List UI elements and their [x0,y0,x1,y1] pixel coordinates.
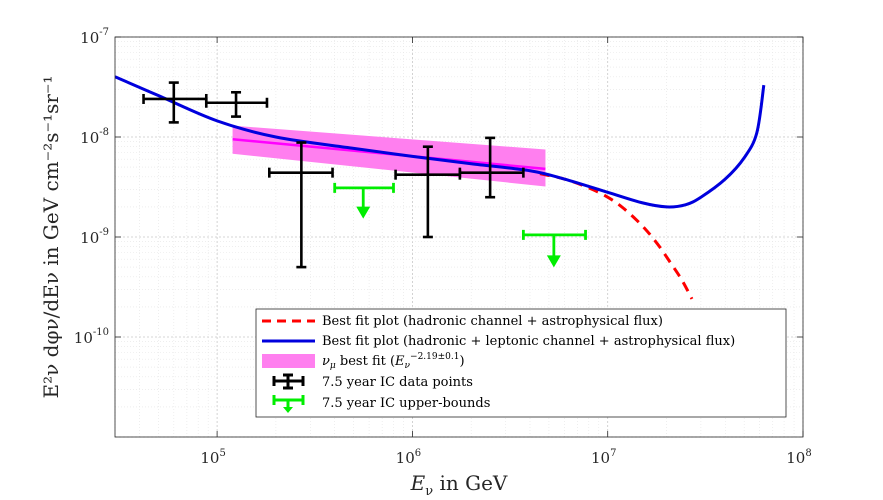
y-tick-label: 10-7 [80,27,109,47]
data-point [394,145,462,239]
legend: Best fit plot (hadronic channel + astrop… [255,308,787,418]
series-hadronic-leptonic [115,75,766,209]
y-tick-label: 10-10 [74,327,109,347]
legend-box [255,308,787,418]
x-tick-label: 106 [396,448,421,467]
data-point [267,141,334,269]
data-point [204,90,269,118]
y-tick-label: 10-9 [80,227,109,247]
data-point [142,81,208,124]
legend-label-hadronic: Best fit plot (hadronic channel + astrop… [322,314,663,329]
data-point [458,136,525,199]
plot-content [115,75,766,300]
legend-label-band: νμ best fit (Eν−2.19±0.1) [322,352,465,371]
legend-label-data-points: 7.5 year IC data points [322,375,473,390]
legend-label-upper-bounds: 7.5 year IC upper-bounds [322,396,490,411]
legend-swatch-upper-bounds-arrow [283,407,293,413]
legend-swatch-band [262,354,315,368]
upper-bound [333,182,395,219]
x-tick-label: 105 [200,448,225,467]
band-numu-fit [232,125,546,187]
legend-swatch-upper-bounds [272,395,305,409]
legend-label-leptonic: Best fit plot (hadronic + leptonic chann… [322,334,735,349]
x-tick-label: 108 [786,448,811,467]
axis-ticks [115,36,804,437]
y-axis-label: E²ν dφν/dEν in GeV cm⁻²s⁻¹sr⁻¹ [39,76,63,399]
upper-bound [521,229,587,268]
x-tick-label: 107 [591,448,616,467]
tick-labels: 105 106 107 108 10-10 10-9 10-8 10-7 [74,27,812,467]
y-tick-label: 10-8 [80,127,109,147]
x-axis-label: Eν in GeV [410,471,508,499]
legend-swatch-data-points [272,373,305,390]
